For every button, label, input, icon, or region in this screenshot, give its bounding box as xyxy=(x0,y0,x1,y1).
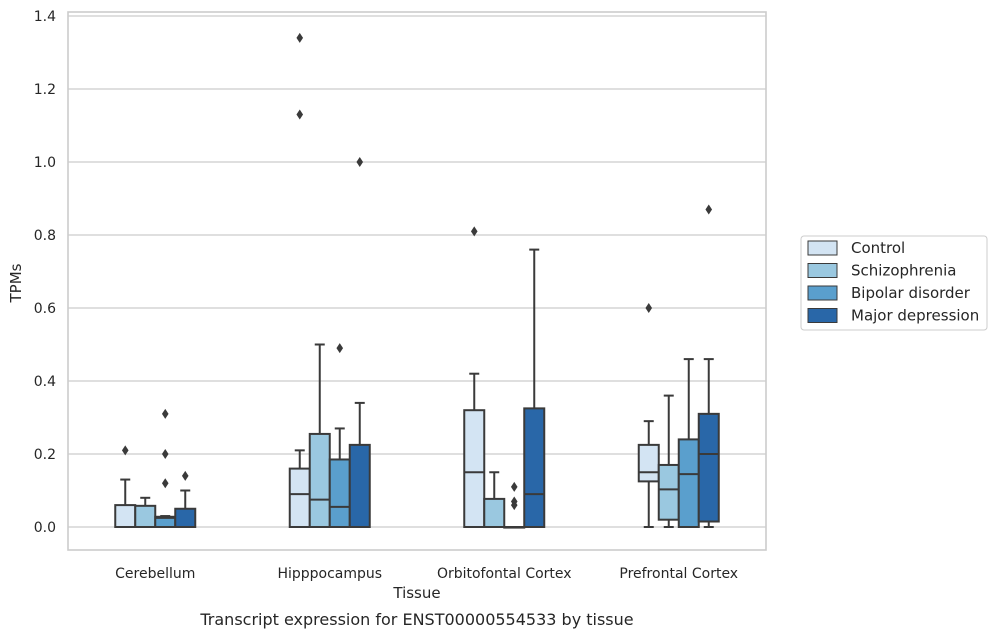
outlier-point xyxy=(336,343,344,354)
legend-label: Control xyxy=(851,239,905,257)
x-tick-label: Prefrontal Cortex xyxy=(619,566,738,582)
outlier-point xyxy=(121,445,129,456)
y-axis-ticks: 0.0 0.2 0.4 0.6 0.8 1.0 1.2 1.4 xyxy=(34,9,56,536)
legend-items: Control Schizophrenia Bipolar disorder Majo… xyxy=(807,239,979,325)
y-tick-label: 1.2 xyxy=(34,82,56,98)
outlier-point xyxy=(181,470,189,481)
legend-label: Bipolar disorder xyxy=(851,284,971,302)
outlier-point xyxy=(645,303,653,313)
box xyxy=(483,497,506,528)
box-group xyxy=(154,408,177,529)
legend-swatch xyxy=(807,240,838,256)
box-group xyxy=(288,32,311,529)
outlier-point xyxy=(470,226,478,237)
box xyxy=(134,504,157,528)
box xyxy=(463,409,486,529)
box xyxy=(697,412,720,523)
y-tick-label: 1.4 xyxy=(34,9,56,25)
box-group xyxy=(134,496,157,528)
box-group xyxy=(328,343,351,529)
outlier-point xyxy=(161,408,169,419)
outlier-point xyxy=(356,157,364,167)
box xyxy=(677,438,700,528)
outlier-point xyxy=(161,449,169,459)
box xyxy=(657,463,680,521)
box-group xyxy=(503,481,526,529)
outlier-point xyxy=(510,500,518,511)
box xyxy=(637,443,660,483)
box-group xyxy=(637,303,660,528)
outlier-point xyxy=(705,204,713,215)
y-tick-label: 0.8 xyxy=(34,228,56,244)
box-group xyxy=(657,394,680,528)
outlier-point xyxy=(296,109,304,120)
outlier-point xyxy=(161,478,169,489)
box-group xyxy=(483,471,506,528)
x-tick-label: Cerebellum xyxy=(115,566,195,582)
box-series-layer xyxy=(114,32,720,529)
y-tick-label: 0.0 xyxy=(34,520,56,536)
y-tick-label: 0.6 xyxy=(34,301,56,317)
legend-label: Schizophrenia xyxy=(851,262,956,280)
x-tick-label: Orbitofontal Cortex xyxy=(437,566,572,582)
y-tick-label: 1.0 xyxy=(34,155,56,171)
legend-swatch xyxy=(807,285,838,301)
outlier-point xyxy=(510,481,518,492)
box xyxy=(523,407,546,528)
legend-swatch xyxy=(807,263,838,278)
box-group xyxy=(523,248,546,528)
box xyxy=(308,432,331,528)
box xyxy=(114,504,137,529)
box xyxy=(288,467,311,529)
x-axis-ticks: Cerebellum Hipppocampus Orbitofontal Corte… xyxy=(115,566,738,582)
box-group xyxy=(697,204,720,528)
chart-caption: Transcript expression for ENST0000055453… xyxy=(199,610,633,629)
box-group xyxy=(174,470,197,528)
x-axis-label: Tissue xyxy=(392,584,440,602)
legend: Control Schizophrenia Bipolar disorder Majo… xyxy=(800,235,988,331)
y-tick-label: 0.4 xyxy=(34,374,56,390)
box xyxy=(328,458,351,529)
box xyxy=(174,507,197,528)
y-axis-label: TPMs xyxy=(7,263,25,303)
plot-area-frame xyxy=(67,11,767,551)
legend-label: Major depression xyxy=(851,307,979,325)
box-group xyxy=(463,226,486,529)
box-group xyxy=(114,445,137,529)
box-group xyxy=(348,157,371,528)
box-group xyxy=(677,358,700,528)
gridlines xyxy=(68,15,766,528)
legend-swatch xyxy=(807,308,838,323)
legend-frame xyxy=(800,235,988,331)
box-group xyxy=(308,343,331,528)
x-tick-label: Hipppocampus xyxy=(277,566,382,582)
y-tick-label: 0.2 xyxy=(34,447,56,463)
outlier-point xyxy=(296,32,304,43)
box xyxy=(348,443,371,528)
